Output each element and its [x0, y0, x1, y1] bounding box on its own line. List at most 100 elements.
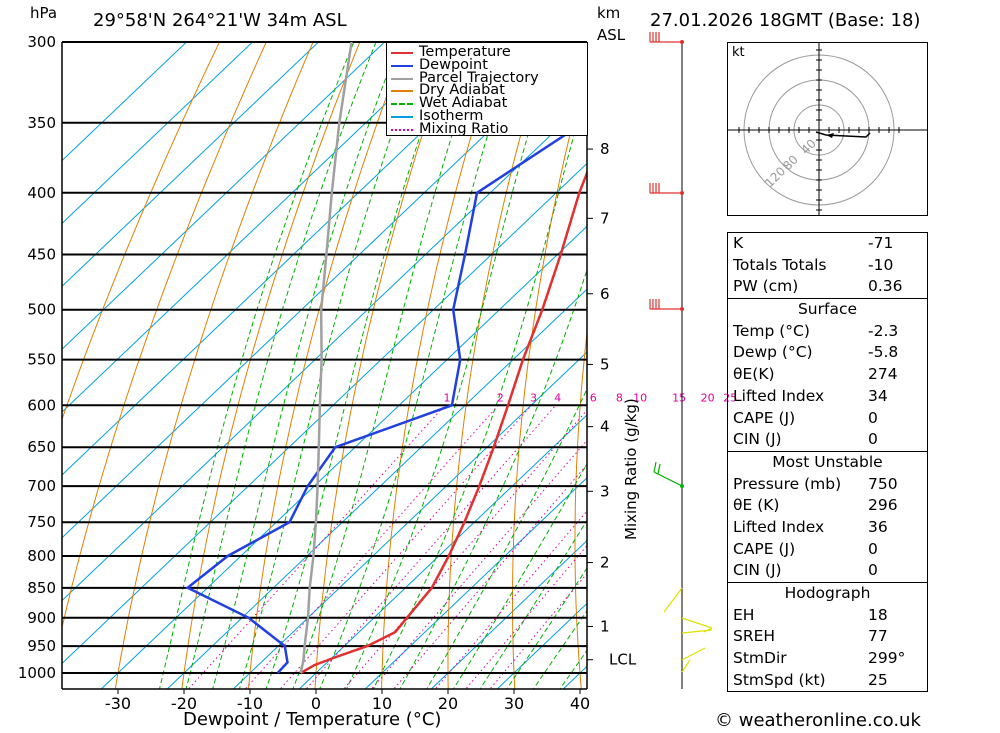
most-unstable-row: CAPE (J) 0	[728, 539, 927, 561]
x-tick-label: 20	[438, 694, 458, 713]
legend-swatch	[391, 103, 413, 106]
mixing-ratio-line	[343, 409, 587, 689]
parcel-trajectory-series	[299, 42, 353, 674]
km-tick-label: 8	[600, 140, 610, 158]
index-label: PW (cm)	[733, 277, 799, 296]
indices-table: K -71 Totals Totals -10 PW (cm) 0.36 Surface …	[727, 232, 928, 693]
hodograph-ring-label: 40	[798, 136, 819, 157]
isotherm-line	[430, 539, 587, 689]
surface-value: 274	[868, 365, 898, 384]
surface-label: Lifted Index	[733, 386, 825, 405]
legend-entry: Mixing Ratio	[419, 120, 509, 137]
mixing-ratio-label: 10	[633, 391, 647, 404]
most-unstable-label: Lifted Index	[733, 517, 825, 536]
hodograph-index-value: 18	[868, 605, 888, 624]
most-unstable-value: 0	[868, 561, 878, 580]
hodograph-index-row: StmSpd (kt) 25	[728, 670, 927, 692]
km-tick-label: 5	[600, 355, 610, 373]
hodograph-unit-label: kt	[732, 45, 745, 60]
surface-label: Dewp (°C)	[733, 343, 813, 362]
x-tick-label: 30	[504, 694, 524, 713]
legend-entry: Dry Adiabat	[419, 82, 505, 99]
isotherm-line	[232, 351, 587, 689]
isotherm-line	[298, 414, 587, 689]
mixing-ratio-line	[187, 404, 446, 689]
most-unstable-label: CAPE (J)	[733, 539, 796, 558]
isotherm-line	[62, 42, 254, 225]
hodograph-index-label: SREH	[733, 627, 776, 646]
most-unstable-row: Pressure (mb) 750	[728, 474, 927, 496]
mixing-ratio-label: 1	[443, 391, 450, 404]
isotherm-line	[62, 162, 587, 665]
km-tick-label: 3	[600, 482, 610, 500]
legend-entry: Dewpoint	[419, 56, 488, 73]
surface-value: 34	[868, 386, 888, 405]
mixing-ratio-line	[393, 463, 587, 689]
storm-motion-arrow-icon	[826, 133, 834, 138]
isotherm-line	[62, 42, 320, 288]
temperature-series	[300, 169, 587, 675]
mixing-ratio-label: 6	[590, 391, 597, 404]
dewpoint-series	[185, 102, 587, 674]
legend-swatch	[391, 90, 413, 93]
mixing-ratio-label: 25	[723, 391, 737, 404]
pressure-tick-label: 800	[27, 547, 56, 565]
pressure-tick-label: 400	[27, 184, 56, 202]
index-value: -10	[868, 255, 894, 274]
pressure-tick-label: 550	[27, 351, 56, 369]
most-unstable-title: Most Unstable	[772, 452, 883, 471]
surface-row: Temp (°C) -2.3	[728, 321, 927, 343]
location-title: 29°58'N 264°21'W 34m ASL	[93, 10, 347, 31]
hodograph-section: Hodograph EH 18 SREH 77 StmDir 299° StmSpd (kt…	[728, 582, 927, 691]
dry-adiabat-line	[62, 42, 267, 630]
surface-row: Dewp (°C) -5.8	[728, 342, 927, 364]
mixing-ratio-line	[489, 572, 587, 689]
index-row: K -71	[728, 233, 927, 255]
mixing-ratio-axis-label: Mixing Ratio (g/kg)	[622, 398, 640, 540]
x-tick-label: -20	[171, 694, 197, 713]
km-unit-label: km	[597, 4, 621, 22]
surface-value: 0	[868, 408, 878, 427]
pressure-tick-label: 650	[27, 438, 56, 456]
isotherm-line	[62, 42, 386, 350]
index-row: PW (cm) 0.36	[728, 276, 927, 298]
mixing-ratio-label: 3	[530, 391, 537, 404]
km-tick-label: 1	[600, 617, 610, 635]
isotherm-line	[62, 42, 188, 162]
surface-section: Surface Temp (°C) -2.3 Dewp (°C) -5.8 θE(K) 2…	[728, 298, 927, 451]
km-tick-label: LCL	[609, 651, 637, 669]
index-value: 0.36	[868, 277, 903, 296]
legend-swatch	[391, 116, 413, 118]
isotherm-line	[62, 99, 587, 602]
mixing-ratio-line	[434, 510, 587, 689]
legend-entry: Parcel Trajectory	[419, 69, 539, 86]
mixing-ratio-label: 15	[672, 391, 686, 404]
hodograph-index-row: EH 18	[728, 605, 927, 627]
wet-adiabat-line	[185, 42, 377, 689]
legend-swatch	[391, 77, 413, 80]
hodograph-index-value: 25	[868, 670, 888, 689]
most-unstable-row: Lifted Index 36	[728, 517, 927, 539]
most-unstable-value: 750	[868, 474, 898, 493]
dry-adiabat-line	[62, 42, 221, 421]
most-unstable-value: 296	[868, 496, 898, 515]
most-unstable-label: θE (K)	[733, 496, 780, 515]
km-tick-label: 2	[600, 554, 610, 572]
wind-barb-icon	[653, 461, 683, 487]
pressure-tick-label: 750	[27, 513, 56, 531]
mixing-ratio-line	[465, 544, 587, 689]
km-tick-label: 6	[600, 285, 610, 303]
x-tick-label: -10	[237, 694, 263, 713]
surface-value: -2.3	[868, 321, 899, 340]
wet-adiabat-line	[292, 42, 483, 689]
x-tick-label: -30	[105, 694, 131, 713]
legend-entry: Isotherm	[419, 108, 484, 124]
datetime-title: 27.01.2026 18GMT (Base: 18)	[650, 10, 921, 31]
wind-barb-icon	[663, 587, 713, 673]
index-value: -71	[868, 234, 894, 252]
legend-entry: Temperature	[419, 44, 511, 60]
pressure-tick-label: 300	[27, 33, 56, 51]
mixing-ratio-line	[305, 404, 557, 689]
most-unstable-row: CIN (J) 0	[728, 560, 927, 582]
